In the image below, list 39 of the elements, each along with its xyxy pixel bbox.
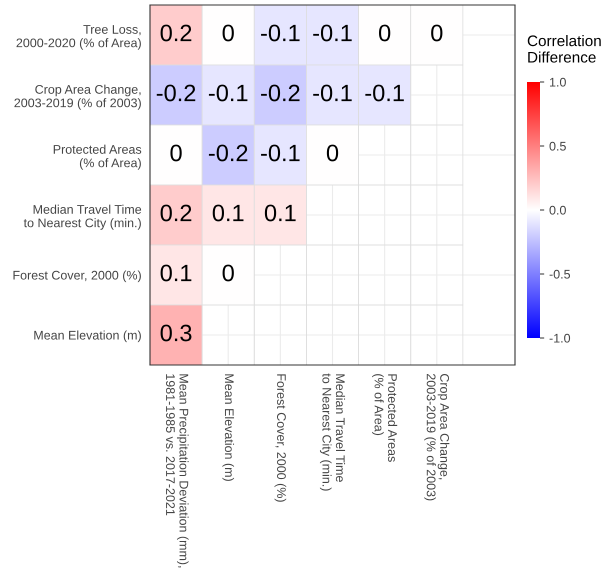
color-bar-label: -0.5 bbox=[550, 270, 570, 279]
x-tick-label: Mean Precipitation Deviation (mm), 1981-1985 vs. 2017-2021 bbox=[166, 374, 189, 568]
color-bar-label: -1.0 bbox=[550, 334, 570, 343]
data-label: 0.2 bbox=[160, 24, 192, 42]
y-tick-label: Tree Loss, 2000-2020 (% of Area) bbox=[16, 25, 141, 50]
x-tick-label: Forest Cover, 2000 (%) bbox=[274, 374, 286, 502]
color-bar-title: Correlation Difference bbox=[528, 35, 601, 63]
y-tick-label: Crop Area Change, 2003-2019 (% of 2003) bbox=[14, 84, 141, 110]
y-tick-label: Mean Elevation (m) bbox=[34, 330, 141, 342]
x-tick-label: Protected Areas (% of Area) bbox=[372, 374, 398, 462]
data-label: -0.1 bbox=[208, 84, 248, 102]
data-label: -0.1 bbox=[261, 24, 300, 42]
data-label: -0.1 bbox=[313, 84, 352, 102]
data-label: 0 bbox=[222, 264, 234, 282]
y-tick-label: Protected Areas (% of Area) bbox=[54, 144, 142, 170]
data-label: 0 bbox=[326, 144, 338, 162]
data-label: 0 bbox=[222, 24, 234, 42]
data-label: 0.3 bbox=[160, 324, 192, 342]
y-tick-label: Forest Cover, 2000 (%) bbox=[13, 270, 141, 282]
data-label: 0 bbox=[431, 24, 442, 42]
color-bar-label: 0.0 bbox=[550, 206, 566, 215]
data-label: -0.2 bbox=[208, 144, 248, 162]
data-label: 0 bbox=[379, 24, 390, 42]
data-label: -0.1 bbox=[313, 24, 352, 42]
color-bar-label: 1.0 bbox=[550, 78, 566, 87]
data-label: 0.1 bbox=[264, 204, 296, 222]
data-label: -0.2 bbox=[261, 84, 300, 102]
x-tick-label: Crop Area Change, 2003-2019 (% of 2003) bbox=[424, 374, 450, 500]
data-label: -0.2 bbox=[156, 84, 196, 102]
data-label: 0 bbox=[170, 144, 182, 162]
data-label: 0.2 bbox=[160, 204, 192, 222]
x-tick-label: Median Travel Time to Nearest City (min.) bbox=[320, 374, 346, 491]
x-tick-label: Mean Elevation (m) bbox=[222, 374, 234, 481]
data-label: 0.1 bbox=[160, 264, 192, 282]
data-label: -0.1 bbox=[365, 84, 404, 102]
color-bar-label: 0.5 bbox=[550, 142, 566, 151]
y-tick-label: Median Travel Time to Nearest City (min.) bbox=[24, 204, 142, 230]
data-label: -0.1 bbox=[261, 144, 300, 162]
data-label: 0.1 bbox=[212, 204, 244, 222]
